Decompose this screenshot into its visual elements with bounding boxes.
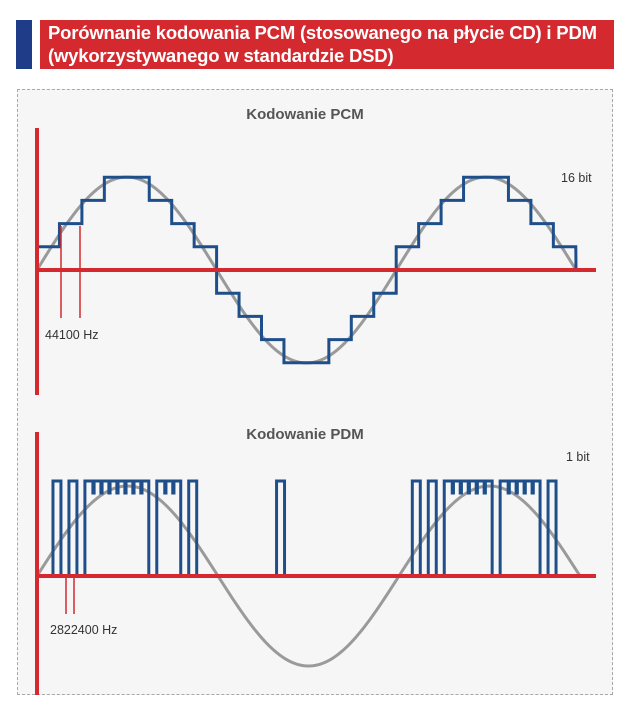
pdm-pulse-train (37, 479, 580, 578)
pcm-frequency-label: 44100 Hz (45, 328, 99, 342)
pdm-title: Kodowanie PDM (246, 426, 364, 443)
diagram-panel (17, 89, 613, 695)
pcm-bit-depth-label: 16 bit (561, 171, 592, 185)
header-banner: Porównanie kodowania PCM (stosowanego na… (16, 20, 614, 69)
header-title: Porównanie kodowania PCM (stosowanego na… (48, 22, 597, 66)
pcm-title: Kodowanie PCM (246, 106, 364, 123)
pcm-staircase (37, 175, 578, 365)
pdm-frequency-label: 2822400 Hz (50, 623, 117, 637)
header-flag-white (32, 20, 40, 69)
header-flag-red (40, 20, 614, 69)
pdm-bit-depth-label: 1 bit (566, 450, 590, 464)
header-flag-blue (16, 20, 32, 69)
